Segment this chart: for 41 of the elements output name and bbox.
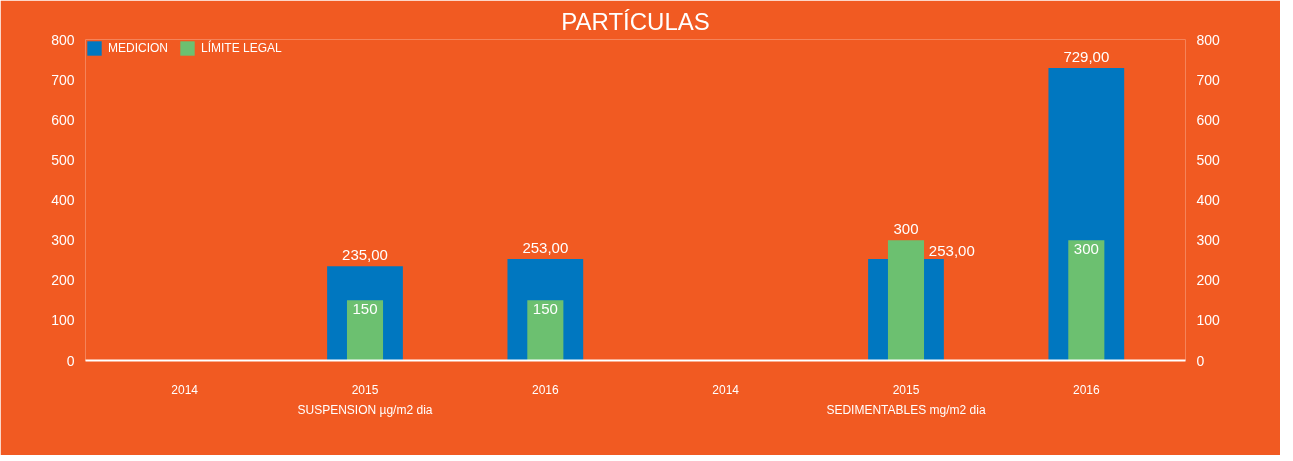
y2-tick-label: 0 <box>1196 352 1205 369</box>
y2-tick-label: 300 <box>1196 232 1221 249</box>
x-tick-label: 2014 <box>712 382 740 397</box>
y2-tick-label: 500 <box>1196 151 1221 168</box>
y-tick-label: 300 <box>51 232 75 249</box>
x-tick-label: 2015 <box>892 382 920 397</box>
y-tick-label: 500 <box>51 151 75 168</box>
text: SUSPENSION µg/m2 dia <box>297 402 433 417</box>
y-tick-label: 600 <box>51 111 75 128</box>
text: SEDIMENTABLES mg/m2 dia <box>826 402 986 417</box>
y-tick-label: 700 <box>51 71 75 88</box>
data-label: 300 <box>1073 240 1099 258</box>
y-tick-label: 100 <box>51 312 75 329</box>
bar <box>527 300 564 361</box>
x-tick-label: 2016 <box>1072 382 1100 397</box>
data-label: 150 <box>532 300 558 318</box>
y2-tick-label: 400 <box>1196 192 1221 208</box>
x-tick-label: 2014 <box>171 382 199 397</box>
data-label: 253,00 <box>928 241 975 259</box>
y2-tick-label: 600 <box>1196 111 1221 128</box>
y-tick-label: 400 <box>51 192 75 208</box>
x-tick-label: 2015 <box>351 382 379 397</box>
legend-label: MEDICION <box>108 41 168 55</box>
data-label: 235,00 <box>342 246 388 264</box>
bar <box>887 240 925 361</box>
chart-title: PARTÍCULAS <box>561 7 710 35</box>
legend-label: LÍMITE LEGAL <box>201 41 282 55</box>
data-label: 729,00 <box>1063 47 1110 65</box>
y2-tick-label: 700 <box>1196 71 1221 88</box>
y2-tick-label: 800 <box>1196 31 1221 48</box>
y2-tick-label: 100 <box>1196 312 1221 329</box>
bar <box>346 300 384 361</box>
x-tick-label: 2016 <box>531 382 560 397</box>
data-label: 300 <box>893 220 919 238</box>
data-label: 150 <box>352 300 378 318</box>
y-tick-label: 0 <box>66 352 75 369</box>
data-label: 253,00 <box>522 238 569 256</box>
y2-tick-label: 200 <box>1196 272 1221 289</box>
y-tick-label: 200 <box>51 272 75 289</box>
y-tick-label: 800 <box>51 31 75 48</box>
bar <box>1068 240 1105 361</box>
